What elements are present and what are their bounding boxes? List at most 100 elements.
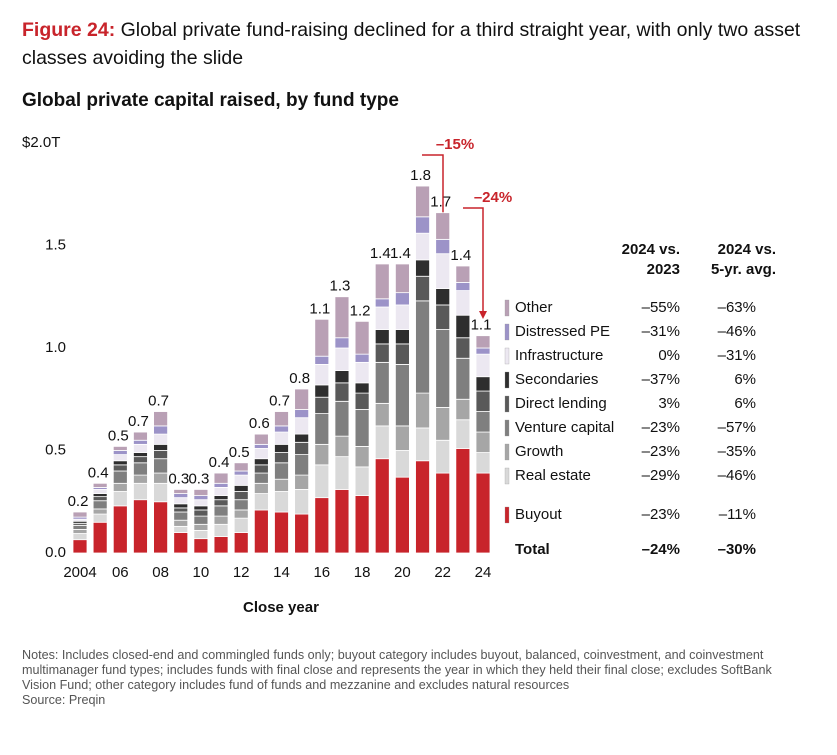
source: Source: Preqin	[22, 693, 106, 707]
bar-segment	[475, 335, 491, 349]
change-5yr: –57%	[718, 419, 756, 436]
bar-segment	[72, 524, 88, 530]
bar-segment	[475, 472, 491, 554]
bar-segment	[334, 296, 350, 339]
annotation: –24%	[474, 189, 512, 206]
bar-segment	[112, 491, 128, 507]
notes-block: Notes: Includes closed-end and commingle…	[22, 648, 792, 708]
total-change-2023: –24%	[642, 541, 680, 558]
total-label: 0.3	[188, 470, 209, 487]
change-2023: –55%	[642, 299, 680, 316]
legend-label: Direct lending	[515, 395, 607, 412]
total-label: 0.5	[108, 427, 129, 444]
bar-segment	[455, 290, 471, 316]
bar-segment	[233, 509, 249, 519]
bar-segment	[92, 489, 108, 494]
bar-segment	[475, 390, 491, 412]
bar-segment	[92, 482, 108, 488]
total-label: 1.7	[430, 194, 451, 211]
bar-segment	[354, 495, 370, 554]
change-5yr: –63%	[718, 299, 756, 316]
bar-segment	[274, 431, 289, 445]
bar-segment	[415, 259, 430, 277]
change-5yr: –31%	[718, 347, 756, 364]
bar-segment	[72, 511, 88, 518]
bar-segment	[72, 529, 88, 534]
bar-segment	[213, 515, 229, 525]
bar-segment	[354, 320, 370, 355]
bar-segment	[435, 238, 451, 255]
bar-segment	[253, 482, 269, 494]
bar-segment	[92, 500, 108, 510]
total-label: 1.1	[309, 300, 330, 317]
legend-label: Other	[515, 299, 553, 316]
bar-segment	[274, 443, 289, 453]
bar-segment	[173, 493, 189, 499]
bar-segment	[455, 337, 471, 359]
bar-segment	[274, 462, 289, 480]
legend-label: Real estate	[515, 467, 591, 484]
bar-segment	[153, 433, 169, 445]
bar-segment	[112, 505, 128, 554]
total-change-5yr: –30%	[718, 541, 756, 558]
bar-segment	[415, 427, 430, 462]
bar-segment	[274, 491, 289, 513]
bar-segment	[213, 486, 229, 496]
legend-swatch	[504, 323, 510, 341]
change-2023: –23%	[642, 443, 680, 460]
chart-subtitle: Global private capital raised, by fund t…	[22, 90, 399, 111]
bar-segment	[314, 413, 330, 445]
bar-segment	[213, 536, 229, 554]
x-tick-label: 06	[112, 564, 129, 581]
bar-segment	[213, 523, 229, 537]
bar-segment	[193, 530, 209, 540]
bar-segment	[173, 532, 189, 554]
bar-segment	[455, 357, 471, 400]
bar-segment	[415, 275, 430, 302]
total-label: 1.1	[471, 317, 492, 334]
bar-segment	[193, 499, 209, 507]
total-label: 0.3	[168, 470, 189, 487]
bar-segment	[173, 507, 189, 513]
bar-segment	[374, 329, 390, 345]
bar-segment	[274, 452, 289, 464]
bar-segment	[374, 306, 390, 330]
arrow	[422, 154, 444, 236]
bar-segment	[435, 439, 451, 474]
bar-segment	[475, 353, 491, 378]
x-tick-label: 22	[434, 564, 451, 581]
bar-segment	[112, 460, 128, 466]
x-tick-label: 14	[273, 564, 290, 581]
total-label: 1.2	[350, 302, 371, 319]
bar-segment	[374, 361, 390, 404]
bar-segment	[294, 417, 310, 435]
bar-segment	[475, 431, 491, 453]
bar-segment	[334, 370, 350, 384]
bar-segment	[233, 462, 249, 472]
table-header: 2023	[647, 261, 680, 278]
bar-segment	[133, 443, 148, 453]
annotation: –15%	[436, 136, 474, 153]
change-2023: 0%	[658, 347, 680, 364]
bar-segment	[173, 511, 189, 521]
legend-label: Secondaries	[515, 371, 598, 388]
bar-segment	[253, 509, 269, 554]
legend-swatch	[504, 443, 510, 461]
bar-segment	[334, 435, 350, 458]
bar-segment	[354, 392, 370, 410]
change-2023: –37%	[642, 371, 680, 388]
bar-segment	[153, 472, 169, 484]
x-tick-label: 10	[193, 564, 210, 581]
bar-segment	[294, 388, 310, 410]
change-2023: –31%	[642, 323, 680, 340]
bar-segment	[274, 511, 289, 554]
change-5yr: –35%	[718, 443, 756, 460]
change-5yr: 6%	[734, 395, 756, 412]
bar-segment	[253, 433, 269, 445]
bar-segment	[274, 425, 289, 433]
bar-segment	[253, 493, 269, 511]
bar-segment	[394, 450, 410, 478]
bar-segment	[455, 281, 471, 291]
bar-segment	[415, 232, 430, 261]
